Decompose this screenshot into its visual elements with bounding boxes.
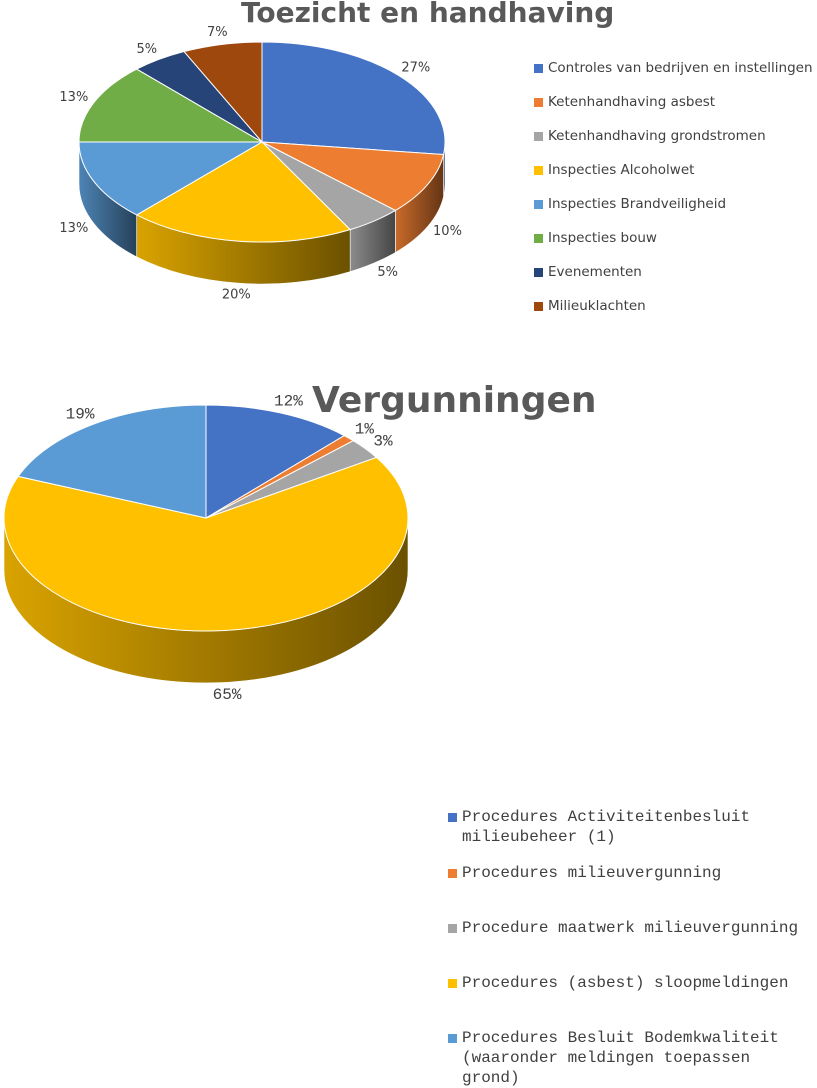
legend-label: Ketenhandhaving asbest — [548, 94, 716, 110]
legend-label: Inspecties bouw — [548, 230, 657, 246]
legend-swatch — [534, 302, 543, 311]
legend-label: Ketenhandhaving grondstromen — [548, 128, 766, 144]
pie-slice-ketenhandhaving-asbest — [261, 141, 445, 212]
data-label-ketenhandhaving-asbest: 10% — [433, 224, 462, 239]
toezicht-chart: Toezicht en handhaving 27% 10% 5% 20% 13% 13%… — [0, 0, 817, 330]
data-label-procedures-asbest-sloopmeldingen: 65% — [213, 686, 242, 704]
data-label-milieuklachten: 7% — [207, 25, 228, 40]
legend-label: Procedure maatwerk milieuvergunning — [462, 919, 799, 937]
legend-swatch — [448, 979, 457, 988]
pie-slice-procedures-besluit-bodemkwaliteit-waaronder-meldingen-toepassen-grond — [17, 404, 207, 519]
legend-label: Procedures Besluit Bodemkwaliteit (waaro… — [462, 1029, 779, 1087]
pie-chart-vergunningen: 12% 1%3% 65% 19% — [3, 393, 409, 704]
pie-slice-inspecties-bouw — [78, 68, 264, 143]
legend-label: Procedures (asbest) sloopmeldingen — [462, 974, 789, 992]
chart-title: Toezicht en handhaving — [241, 0, 615, 29]
data-label-inspecties-alcoholwet: 20% — [222, 288, 251, 303]
legend-swatch — [534, 166, 543, 175]
legend-swatch — [534, 268, 543, 277]
pie-slice-inspecties-alcoholwet — [135, 141, 352, 243]
legend-swatch — [534, 234, 543, 243]
data-label-inspecties-bouw: 13% — [59, 90, 88, 105]
data-label-inspecties-brandveiligheid: 13% — [59, 221, 88, 236]
data-label-ketenhandhaving-grondstromen: 5% — [377, 265, 398, 280]
legend-swatch — [448, 869, 457, 878]
legend-label: Controles van bedrijven en instellingen — [548, 60, 813, 76]
legend-label: Procedures Activiteitenbesluit milieubeh… — [462, 808, 751, 846]
legend-swatch — [448, 924, 457, 933]
pie-slice-inspecties-brandveiligheid — [78, 141, 264, 216]
chart-title: Vergunningen — [312, 380, 597, 421]
legend-swatch — [534, 200, 543, 209]
pie-slice-procedures-asbest-sloopmeldingen — [3, 456, 409, 632]
data-label-procedures-besluit-bodemkwaliteit-waaronder-meldingen-toepassen-grond: 19% — [66, 406, 95, 424]
legend-swatch — [448, 813, 457, 822]
legend-swatch — [534, 98, 543, 107]
pie-slice-controles-van-bedrijven-en-instellingen — [261, 41, 446, 156]
legend-label: Inspecties Brandveiligheid — [548, 196, 727, 212]
legend-label: Procedures milieuvergunning — [462, 864, 722, 882]
legend-swatch — [534, 64, 543, 73]
data-label-procedures-milieuvergunning: 1% — [355, 421, 375, 439]
pie-slice-procedures-activiteitenbesluit-milieubeheer-1 — [205, 404, 346, 519]
legend-label: Inspecties Alcoholwet — [548, 162, 695, 178]
legend-swatch — [448, 1034, 457, 1043]
pie-slice-milieuklachten — [183, 41, 263, 144]
vergunningen-chart: Vergunningen 12% 1% 3% 65% 19% Procedures Ac… — [0, 375, 817, 1087]
data-label-procedure-maatwerk-milieuvergunning: 3% — [373, 432, 393, 450]
data-label-evenementen: 5% — [136, 42, 157, 57]
legend-swatch — [534, 132, 543, 141]
data-label-procedures-activiteitenbesluit-milieubeheer-1: 12% — [274, 393, 303, 411]
pie-chart-toezicht: 27% 10% 5% 20% 13% 13% 5% 7% — [59, 25, 462, 303]
legend-label: Evenementen — [548, 264, 642, 280]
legend-label: Milieuklachten — [548, 298, 646, 314]
data-label-controles-van-bedrijven-en-instellingen: 27% — [401, 60, 430, 75]
